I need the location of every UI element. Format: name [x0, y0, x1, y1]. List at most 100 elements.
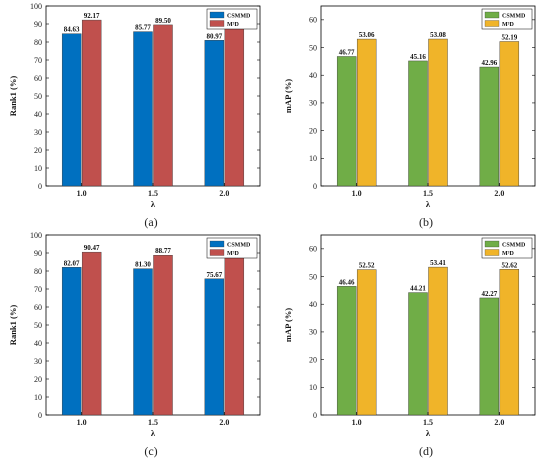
y-tick-label: 90 — [34, 20, 42, 29]
y-tick-label: 60 — [34, 303, 42, 312]
bar-CSMMD-1-0 — [61, 33, 82, 187]
data-label: 53.41 — [430, 259, 446, 267]
x-tick-label: 1.0 — [77, 418, 87, 427]
plot-frame — [45, 5, 261, 187]
legend-swatch — [484, 240, 500, 248]
data-label: 46.46 — [339, 278, 355, 286]
y-axis-label: mAP (%) — [283, 79, 293, 113]
legend-label: M³D — [227, 22, 239, 28]
x-tick-label: 1.0 — [77, 189, 87, 198]
y-tick-label: 100 — [30, 231, 42, 240]
plot-frame — [320, 5, 536, 187]
y-tick-label: 50 — [309, 43, 317, 52]
bar-MD-1-0 — [81, 251, 102, 416]
data-label: 42.27 — [481, 290, 497, 298]
bar-MD-1-5 — [153, 255, 173, 416]
legend-label: CSMMD — [502, 13, 526, 19]
bar-MD-1-0 — [81, 19, 102, 187]
y-tick-label: 80 — [34, 267, 42, 276]
y-tick-label: 20 — [34, 375, 42, 384]
y-tick-label: 60 — [309, 16, 317, 25]
y-axis-label: Rank1 (%) — [8, 76, 18, 117]
legend-swatch — [484, 11, 500, 19]
x-tick-label: 1.0 — [352, 418, 362, 427]
data-label: 82.07 — [64, 259, 80, 267]
data-label: 53.08 — [430, 31, 446, 39]
data-label: 52.62 — [501, 261, 517, 269]
bar-CSMMD-1-5 — [133, 31, 153, 187]
legend-swatch — [484, 20, 500, 27]
data-label: 80.97 — [206, 32, 222, 40]
y-tick-label: 20 — [309, 126, 317, 135]
data-label: 81.30 — [135, 261, 151, 269]
x-tick-label: 1.5 — [148, 189, 158, 198]
subfigure-caption: (a) — [144, 215, 157, 229]
data-label: 84.63 — [64, 26, 80, 34]
y-tick-label: 10 — [309, 154, 317, 163]
data-label: 88.77 — [155, 247, 171, 255]
x-tick-label: 1.5 — [423, 189, 433, 198]
y-tick-label: 40 — [34, 110, 42, 119]
bar-MD-2-0 — [224, 23, 245, 187]
y-tick-label: 40 — [309, 71, 317, 80]
y-tick-label: 10 — [309, 383, 317, 392]
y-tick-label: 30 — [309, 99, 317, 108]
data-label: 90.47 — [84, 244, 100, 252]
y-tick-label: 20 — [34, 146, 42, 155]
data-label: 92.17 — [84, 12, 100, 20]
x-tick-label: 2.0 — [494, 189, 504, 198]
data-label: 85.77 — [135, 24, 151, 32]
bar-CSMMD-2-0 — [479, 66, 500, 187]
bar-CSMMD-1-5 — [408, 292, 428, 416]
bar-MD-2-0 — [224, 253, 245, 416]
bar-MD-1-0 — [356, 269, 377, 416]
y-tick-label: 0 — [313, 411, 317, 420]
subfigure-caption: (c) — [144, 444, 157, 458]
y-tick-label: 10 — [34, 393, 42, 402]
bar-CSMMD-2-0 — [204, 40, 225, 187]
x-tick-label: 2.0 — [219, 418, 229, 427]
y-tick-label: 50 — [309, 272, 317, 281]
y-tick-label: 40 — [34, 339, 42, 348]
data-label: 89.50 — [155, 17, 171, 25]
bar-chart-a: 0 10 20 30 40 50 60 70 80 90 100 1.0 84.63 92.17 1.5 85… — [8, 2, 261, 229]
x-tick-label: 1.5 — [148, 418, 158, 427]
bar-CSMMD-1-5 — [408, 60, 428, 187]
chart-panel-b: 0 10 20 30 40 50 60 1.0 46.77 53.06 1.5 45.16 53.08 2… — [275, 0, 550, 229]
legend-label: CSMMD — [227, 242, 251, 248]
bar-MD-1-5 — [153, 24, 173, 187]
chart-panel-c: 0 10 20 30 40 50 60 70 80 90 100 1.0 82.07 90.47 1.5 81… — [0, 229, 275, 458]
y-axis-label: mAP (%) — [283, 308, 293, 342]
data-label: 42.96 — [481, 59, 497, 67]
subfigure-caption: (d) — [419, 444, 433, 458]
data-label: 44.21 — [410, 285, 426, 293]
bar-CSMMD-1-0 — [336, 56, 357, 187]
y-tick-label: 0 — [313, 182, 317, 191]
y-tick-label: 30 — [309, 328, 317, 337]
legend-label: CSMMD — [502, 242, 526, 248]
y-tick-label: 50 — [34, 321, 42, 330]
x-tick-label: 2.0 — [219, 189, 229, 198]
legend-label: M³D — [502, 22, 514, 28]
data-label: 52.19 — [501, 33, 517, 41]
legend-label: CSMMD — [227, 13, 251, 19]
y-tick-label: 50 — [34, 92, 42, 101]
legend-label: M³D — [227, 251, 239, 257]
bar-CSMMD-2-0 — [479, 297, 500, 416]
data-label: 46.77 — [339, 48, 355, 56]
x-axis-label: λ — [151, 428, 156, 438]
y-tick-label: 80 — [34, 38, 42, 47]
x-axis-label: λ — [426, 199, 431, 209]
data-label: 75.67 — [206, 271, 222, 279]
y-tick-label: 30 — [34, 357, 42, 366]
y-tick-label: 30 — [34, 128, 42, 137]
data-label: 45.16 — [410, 53, 426, 61]
y-tick-label: 10 — [34, 164, 42, 173]
y-tick-label: 0 — [38, 411, 42, 420]
legend-swatch — [209, 11, 225, 19]
y-tick-label: 0 — [38, 182, 42, 191]
y-tick-label: 70 — [34, 56, 42, 65]
bar-chart-d: 0 10 20 30 40 50 60 1.0 46.46 52.52 1.5 44.21 53.41 2… — [283, 234, 536, 458]
subfigure-caption: (b) — [419, 215, 433, 229]
y-tick-label: 40 — [309, 300, 317, 309]
